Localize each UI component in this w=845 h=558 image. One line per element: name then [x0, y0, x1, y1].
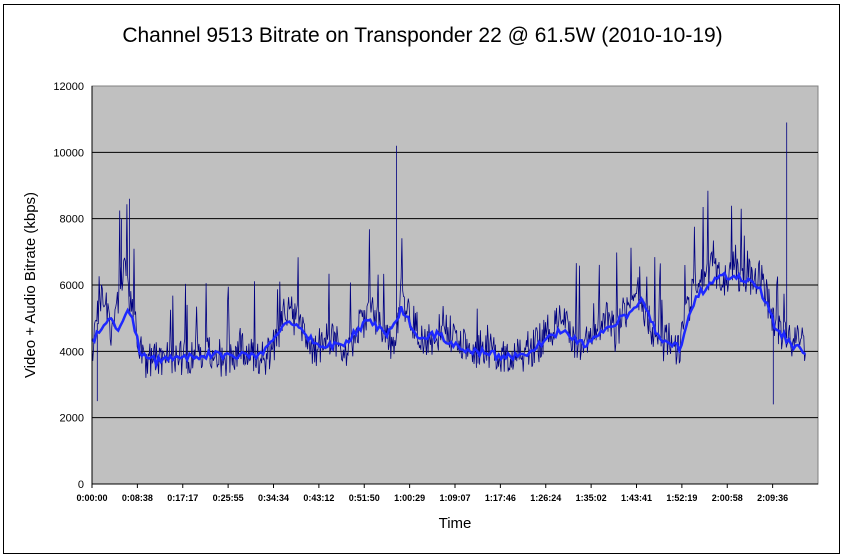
y-tick-label: 4000 — [60, 346, 84, 358]
smoothed-bitrate-line — [91, 271, 806, 370]
x-tick-label: 0:34:34 — [258, 493, 289, 503]
x-tick-label: 0:08:38 — [122, 493, 153, 503]
y-tick-label: 8000 — [60, 214, 84, 226]
x-tick-label: 0:51:50 — [349, 493, 380, 503]
chart-title: Channel 9513 Bitrate on Transponder 22 @… — [122, 24, 723, 47]
x-tick-label: 1:26:24 — [530, 493, 561, 503]
x-tick-label: 0:17:17 — [167, 493, 198, 503]
axes — [91, 86, 818, 488]
x-tick-label: 1:35:02 — [576, 493, 607, 503]
x-tick-label: 1:09:07 — [439, 493, 470, 503]
x-tick-labels: 0:00:00 0:08:38 0:17:17 0:25:55 0:34:34 0:43:… — [76, 493, 788, 503]
x-axis-label: Time — [438, 515, 472, 532]
x-tick-label: 0:00:00 — [76, 493, 107, 503]
raw-series — [91, 122, 806, 405]
y-tick-label: 6000 — [60, 280, 84, 292]
smoothed-series — [91, 271, 806, 370]
x-tick-label: 1:17:46 — [485, 493, 516, 503]
y-tick-label: 10000 — [53, 147, 84, 159]
x-tick-label: 1:52:19 — [666, 493, 697, 503]
x-tick-label: 0:25:55 — [213, 493, 244, 503]
grid-lines — [92, 151, 818, 419]
y-tick-label: 2000 — [60, 413, 84, 425]
y-tick-labels: 0 2000 4000 6000 8000 10000 12000 — [53, 81, 84, 491]
x-tick-label: 1:00:29 — [394, 493, 425, 503]
y-tick-label: 0 — [78, 479, 84, 491]
x-tick-label: 2:09:36 — [757, 493, 788, 503]
raw-bitrate-line — [91, 122, 806, 405]
x-tick-label: 2:00:58 — [712, 493, 743, 503]
y-tick-label: 12000 — [53, 81, 84, 93]
x-tick-label: 1:43:41 — [621, 493, 652, 503]
x-tick-label: 0:43:12 — [303, 493, 334, 503]
